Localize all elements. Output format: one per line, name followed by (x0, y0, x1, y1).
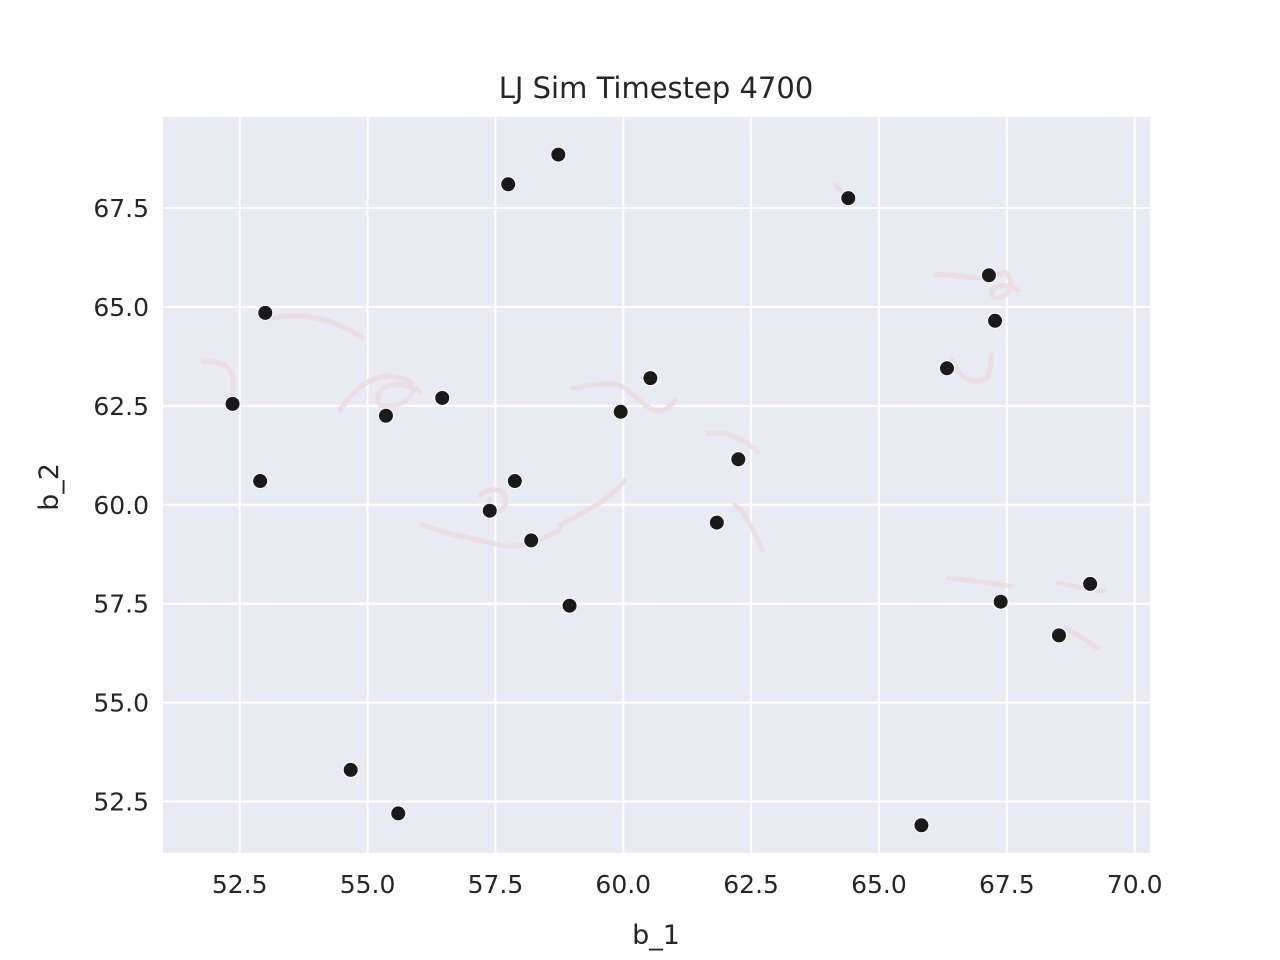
particle-trail (337, 373, 423, 413)
scatter-point (390, 805, 407, 822)
particle-trail (200, 359, 236, 398)
scatter-point (434, 389, 451, 406)
scatter-point (506, 473, 523, 490)
scatter-point (987, 312, 1004, 329)
chart-title: LJ Sim Timestep 4700 (499, 71, 814, 105)
x-tick-label: 67.5 (979, 870, 1035, 899)
y-tick-label: 65.0 (93, 293, 149, 322)
x-axis-ticks: 52.5 55.0 57.5 60.0 62.5 65.0 67.5 70.0 (212, 870, 1163, 899)
scatter-point (730, 451, 747, 468)
scatter-point (481, 502, 498, 519)
scatter-point (938, 360, 955, 377)
x-tick-label: 65.0 (851, 870, 907, 899)
x-tick-label: 55.0 (340, 870, 396, 899)
particle-trail (569, 381, 678, 414)
particle-trail (1062, 625, 1101, 651)
scatter-point (992, 593, 1009, 610)
particle-trail (1055, 580, 1108, 593)
data-points (224, 146, 1099, 834)
particle-trail (557, 477, 628, 528)
y-axis-label: b_2 (34, 463, 65, 511)
scatter-point (1082, 575, 1099, 592)
scatter-point (224, 395, 241, 412)
y-tick-label: 67.5 (93, 194, 149, 223)
y-tick-label: 57.5 (93, 590, 149, 619)
plot-area (163, 117, 1150, 853)
scatter-point (642, 370, 659, 387)
particle-trail (419, 522, 563, 549)
x-tick-label: 52.5 (212, 870, 268, 899)
x-tick-label: 62.5 (723, 870, 779, 899)
y-axis-ticks: 52.5 55.0 57.5 60.0 62.5 65.0 67.5 (93, 194, 149, 817)
scatter-point (612, 403, 629, 420)
scatter-point (342, 761, 359, 778)
scatter-point (252, 473, 269, 490)
scatter-point (913, 817, 930, 834)
y-tick-label: 62.5 (93, 392, 149, 421)
x-axis-label: b_1 (632, 920, 680, 951)
scatter-point (561, 597, 578, 614)
particle-trail (732, 502, 765, 553)
scatter-point (1050, 627, 1067, 644)
scatter-point (708, 514, 725, 531)
scatter-point (500, 176, 517, 193)
x-tick-label: 70.0 (1107, 870, 1163, 899)
scatter-point (840, 190, 857, 207)
scatter-point (377, 407, 394, 424)
particle-trail (269, 313, 365, 341)
y-tick-label: 60.0 (93, 491, 149, 520)
particle-trail (949, 352, 995, 384)
particle-trail (705, 430, 761, 455)
y-tick-label: 55.0 (93, 689, 149, 718)
grid-lines (163, 117, 1150, 853)
scatter-point (550, 146, 567, 163)
scatter-point (257, 304, 274, 321)
scatter-point (980, 267, 997, 284)
x-tick-label: 60.0 (595, 870, 651, 899)
x-tick-label: 57.5 (468, 870, 524, 899)
particle-trail (945, 575, 1013, 589)
y-tick-label: 52.5 (93, 788, 149, 817)
scatter-point (523, 532, 540, 549)
particle-trail (932, 269, 1021, 301)
